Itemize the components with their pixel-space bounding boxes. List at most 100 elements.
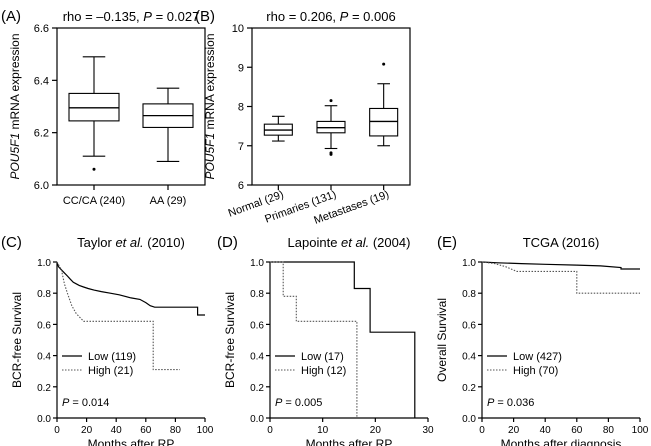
p-label: P xyxy=(62,397,70,409)
x-tick-label: AA (29) xyxy=(150,195,187,207)
outlier-point xyxy=(382,62,386,66)
x-tick-label: 20 xyxy=(370,425,382,436)
y-axis-gene: POU5F1 xyxy=(203,133,217,180)
x-tick-label: 80 xyxy=(603,425,615,436)
legend-label-high: High (12) xyxy=(301,365,346,377)
title-year: (2010) xyxy=(144,235,185,250)
y-tick-label: 6.2 xyxy=(34,128,49,140)
outlier-point xyxy=(92,167,96,171)
y-tick-label: 6.4 xyxy=(34,75,49,87)
y-tick-label: 6.6 xyxy=(34,23,49,35)
y-tick-label: 6 xyxy=(238,180,244,192)
panel-label: (C) xyxy=(1,234,22,251)
x-tick-label: 80 xyxy=(170,425,182,436)
p-value: = 0.036 xyxy=(494,397,534,409)
legend-label-low: Low (427) xyxy=(513,351,562,363)
box-1: Normal (29) xyxy=(227,115,293,220)
chart-title: Taylor et al. (2010) xyxy=(77,235,185,250)
x-tick-label: CC/CA (240) xyxy=(63,195,125,207)
box-iqr xyxy=(369,107,399,137)
x-tick-label: 20 xyxy=(81,425,93,436)
title-p: P xyxy=(143,9,152,24)
panel-label: (A) xyxy=(1,8,21,25)
plot-frame xyxy=(56,27,206,186)
p-label: P xyxy=(275,397,283,409)
y-axis-gene: POU5F1 xyxy=(8,133,22,180)
chart-title: Lapointe et al. (2004) xyxy=(288,235,411,250)
title-rho: rho = 0.206, xyxy=(266,9,339,24)
panel-d: (D) Lapointe et al. (2004) 0.0 0.2 0.4 0.6 0.8… xyxy=(217,234,434,446)
x-tick-label: 40 xyxy=(540,425,552,436)
title-p-value: = 0.006 xyxy=(348,9,395,24)
x-tick-label: 40 xyxy=(111,425,123,436)
x-tick-label: 100 xyxy=(632,425,649,436)
y-tick-label: 0.2 xyxy=(462,383,476,394)
panel-label: (E) xyxy=(437,234,457,251)
y-tick-label: 0.0 xyxy=(37,414,51,425)
survival-curve-high xyxy=(270,261,358,418)
y-tick-label: 7 xyxy=(238,141,244,153)
y-axis-unit: mRNA expression xyxy=(203,33,217,132)
title-etal: et al. xyxy=(115,235,143,250)
title-author: TCGA (2016) xyxy=(523,235,600,250)
box-2: Primaries (131) xyxy=(263,99,346,226)
x-tick-label: 60 xyxy=(140,425,152,436)
legend-label-high: High (70) xyxy=(513,365,558,377)
y-tick-label: 0.8 xyxy=(462,289,476,300)
title-p-value: = 0.027 xyxy=(152,9,199,24)
y-tick-label: 0.2 xyxy=(37,383,51,394)
title-author: Taylor xyxy=(77,235,115,250)
legend: Low (427) High (70) xyxy=(487,351,562,377)
title-etal: et al. xyxy=(341,235,369,250)
chart-title: rho = 0.206, P = 0.006 xyxy=(266,9,395,24)
p-value-annotation: P = 0.036 xyxy=(487,397,534,409)
y-tick-label: 0.6 xyxy=(250,320,264,331)
panel-label: (D) xyxy=(217,234,238,251)
outlier-point xyxy=(329,152,333,156)
y-tick-label: 0.2 xyxy=(250,383,264,394)
panel-c: (C) Taylor et al. (2010) 0.0 0.2 0.4 0.6 0.8 1.… xyxy=(1,234,214,446)
x-tick-label: 30 xyxy=(422,425,434,436)
legend: Low (17) High (12) xyxy=(275,351,346,377)
box-2: AA (29) xyxy=(142,87,194,207)
legend-label-low: Low (17) xyxy=(301,351,344,363)
survival-curve-low xyxy=(481,261,640,270)
p-value: = 0.005 xyxy=(282,397,322,409)
y-tick-label: 0.4 xyxy=(462,352,476,363)
x-tick-label: 0 xyxy=(267,425,273,436)
legend-label-high: High (21) xyxy=(88,365,133,377)
y-axis-label: BCR-free Survival xyxy=(223,292,237,388)
p-value: = 0.014 xyxy=(69,397,109,409)
survival-curve-high xyxy=(56,261,180,371)
y-tick-label: 0.0 xyxy=(462,414,476,425)
box-1: CC/CA (240) xyxy=(63,56,125,207)
y-axis-label: BCR-free Survival xyxy=(10,292,24,388)
y-axis-label: Overall Survival xyxy=(435,298,449,382)
y-tick-label: 10 xyxy=(232,23,244,35)
panel-e: (E) TCGA (2016) 0.0 0.2 0.4 0.6 0.8 1.0 0 20 40 60 8… xyxy=(435,234,649,446)
x-tick-label: 0 xyxy=(54,425,60,436)
y-tick-label: 0.8 xyxy=(37,289,51,300)
y-tick-label: 1.0 xyxy=(462,258,476,269)
x-axis-label: Months after RP xyxy=(306,437,393,446)
p-value-annotation: P = 0.014 xyxy=(62,397,109,409)
y-tick-label: 9 xyxy=(238,62,244,74)
legend: Low (119) High (21) xyxy=(62,351,136,377)
title-author: Lapointe xyxy=(288,235,342,250)
box-iqr xyxy=(68,92,120,122)
y-axis-unit: mRNA expression xyxy=(8,33,22,132)
y-tick-label: 8 xyxy=(238,102,244,114)
chart-title: TCGA (2016) xyxy=(523,235,600,250)
x-tick-label: 10 xyxy=(317,425,329,436)
p-value-annotation: P = 0.005 xyxy=(275,397,322,409)
survival-curve-low xyxy=(56,261,205,316)
y-axis-label: POU5F1 mRNA expression xyxy=(8,33,22,179)
survival-curve-low xyxy=(270,261,416,418)
y-tick-label: 0.4 xyxy=(250,352,264,363)
title-year: (2004) xyxy=(369,235,410,250)
survival-curve-high xyxy=(481,261,640,294)
title-rho: rho = –0.135, xyxy=(63,9,144,24)
y-tick-label: 0.6 xyxy=(37,320,51,331)
panel-a: (A) rho = –0.135, P = 0.027 6.0 6.2 6.4 6.6 PO… xyxy=(1,8,206,207)
